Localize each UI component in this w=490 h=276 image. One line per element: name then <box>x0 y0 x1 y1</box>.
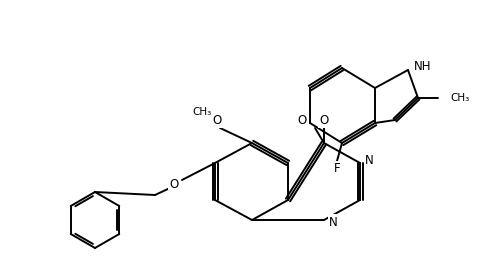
Text: CH₃: CH₃ <box>193 107 212 117</box>
Text: CH₃: CH₃ <box>450 93 469 103</box>
Text: N: N <box>365 155 374 168</box>
Text: O: O <box>170 179 179 192</box>
Text: O: O <box>297 113 307 126</box>
Text: F: F <box>334 163 341 176</box>
Text: N: N <box>329 216 338 229</box>
Text: NH: NH <box>414 60 432 73</box>
Text: O: O <box>319 113 329 126</box>
Text: O: O <box>212 113 221 126</box>
